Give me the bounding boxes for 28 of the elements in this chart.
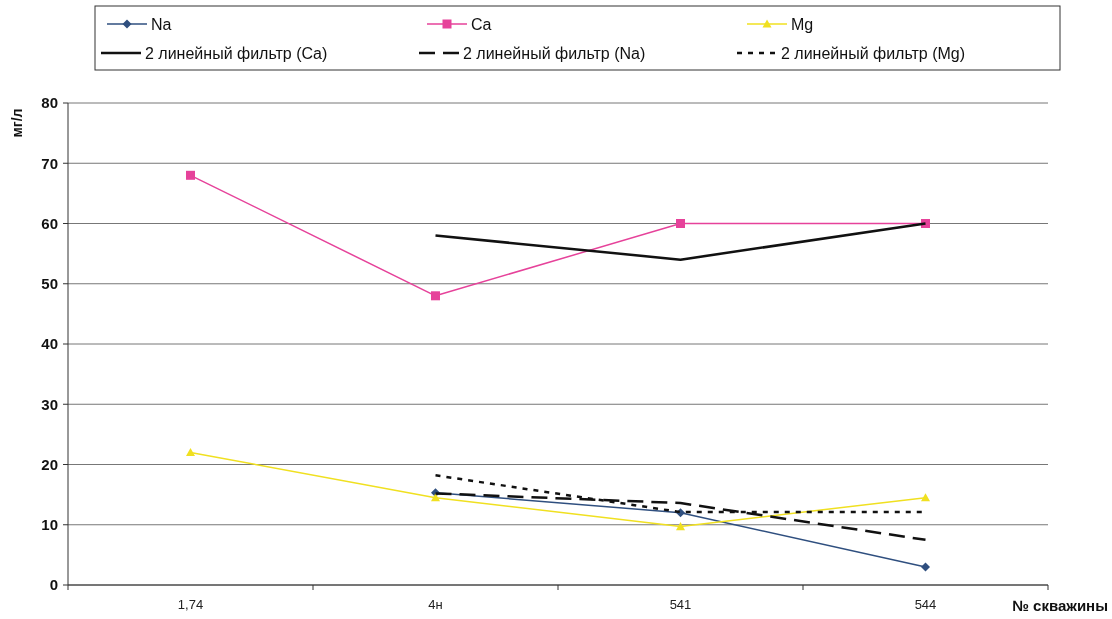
x-axis-title: № скважины bbox=[1012, 597, 1108, 614]
y-tick-label: 30 bbox=[41, 395, 58, 413]
y-tick-label: 60 bbox=[41, 214, 58, 232]
legend-label: 2 линейный фильтр (Mg) bbox=[781, 44, 966, 62]
x-tick-label: 541 bbox=[669, 597, 692, 612]
point bbox=[676, 522, 685, 531]
y-tick-label: 0 bbox=[49, 576, 58, 594]
y-tick-label: 70 bbox=[41, 154, 58, 172]
point bbox=[676, 219, 685, 228]
legend-label: Ca bbox=[471, 15, 492, 33]
point bbox=[431, 291, 440, 301]
x-tick-label: 544 bbox=[914, 597, 937, 612]
point bbox=[186, 447, 195, 457]
point bbox=[921, 493, 930, 502]
y-tick-label: 50 bbox=[41, 275, 58, 292]
x-tick-label: 4н bbox=[428, 597, 443, 612]
point bbox=[921, 562, 930, 572]
legend-label: Mg bbox=[791, 15, 814, 33]
legend-label: 2 линейный фильтр (Ca) bbox=[145, 44, 328, 62]
y-tick-label: 20 bbox=[41, 455, 58, 473]
legend-label: 2 линейный фильтр (Na) bbox=[463, 44, 646, 62]
y-tick-label: 10 bbox=[41, 516, 58, 533]
point bbox=[186, 170, 195, 180]
y-axis-title: мг/л bbox=[9, 108, 25, 138]
x-tick-label: 1,74 bbox=[177, 597, 204, 612]
legend-label: Na bbox=[151, 15, 172, 33]
y-tick-label: 80 bbox=[41, 94, 58, 112]
y-tick-label: 40 bbox=[41, 335, 58, 353]
